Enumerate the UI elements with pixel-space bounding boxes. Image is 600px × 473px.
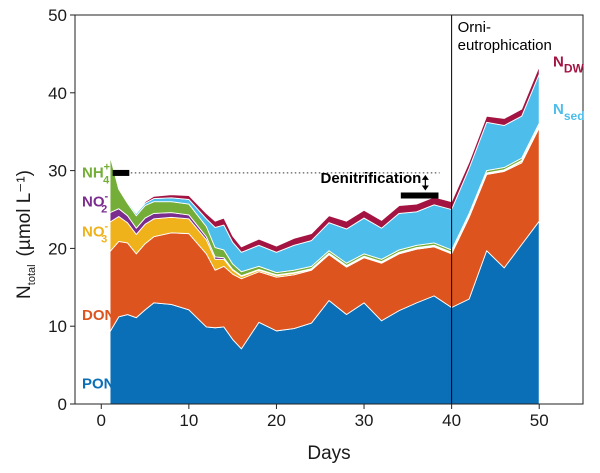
x-tick-label: 0 [97, 411, 106, 430]
y-tick-label: 40 [48, 84, 67, 103]
annotations: Denitrification Orni-eutrophication [112, 15, 552, 404]
denitrification-arrow-down-head [421, 185, 429, 191]
axes: 0 10 20 30 40 50 0 10 20 30 40 50 Days Ntotal(µmol L⁻… [14, 6, 584, 464]
series-labels: PON DON NO-3 NO-2 NH+ 4 Nsed NDW [82, 53, 585, 392]
x-tick-label: 20 [267, 411, 286, 430]
x-tick-label: 40 [442, 411, 461, 430]
start-marker-bar [112, 169, 130, 176]
plot-frame [74, 14, 584, 405]
y-axis-title: Ntotal(µmol L⁻¹) [14, 170, 38, 299]
x-tick-label: 50 [530, 411, 549, 430]
event-label-line1: Orni- [458, 19, 491, 36]
y-tick-label: 50 [48, 6, 67, 25]
label-ndw: NDW [553, 53, 585, 75]
y-tick-label: 0 [58, 395, 67, 414]
y-tick-label: 20 [48, 239, 67, 258]
denitrification-arrow-up-head [421, 174, 429, 180]
area-ndw [109, 65, 540, 253]
label-nsed: Nsed [553, 101, 585, 123]
y-tick-label: 10 [48, 317, 67, 336]
label-don: DON [82, 307, 115, 324]
x-tick-label: 10 [179, 411, 198, 430]
y-tick-label: 30 [48, 162, 67, 181]
event-label-line2: eutrophication [458, 37, 552, 54]
x-axis-title: Days [307, 443, 350, 464]
x-tick-label: 30 [355, 411, 374, 430]
stacked-areas [109, 65, 540, 405]
label-nh4: NH+ 4 [82, 162, 110, 187]
label-no2: NO-2 [82, 190, 109, 215]
denitrification-label: Denitrification [321, 170, 422, 187]
label-no3: NO-3 [82, 221, 109, 246]
end-marker-bar [400, 192, 439, 199]
label-pon: PON [82, 375, 115, 392]
